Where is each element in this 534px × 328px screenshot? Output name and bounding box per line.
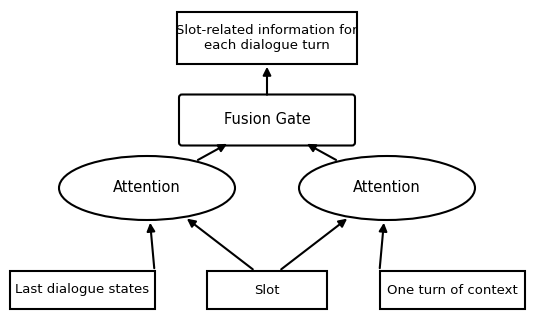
FancyBboxPatch shape (179, 94, 355, 146)
Text: Attention: Attention (353, 180, 421, 195)
Text: One turn of context: One turn of context (387, 283, 517, 297)
Text: Last dialogue states: Last dialogue states (15, 283, 149, 297)
Ellipse shape (59, 156, 235, 220)
FancyBboxPatch shape (207, 271, 327, 309)
Text: Slot: Slot (254, 283, 280, 297)
Text: Attention: Attention (113, 180, 181, 195)
FancyBboxPatch shape (380, 271, 524, 309)
FancyBboxPatch shape (10, 271, 154, 309)
Text: Fusion Gate: Fusion Gate (224, 113, 310, 128)
Ellipse shape (299, 156, 475, 220)
Text: Slot-related information for
each dialogue turn: Slot-related information for each dialog… (176, 24, 358, 52)
FancyBboxPatch shape (177, 12, 357, 64)
